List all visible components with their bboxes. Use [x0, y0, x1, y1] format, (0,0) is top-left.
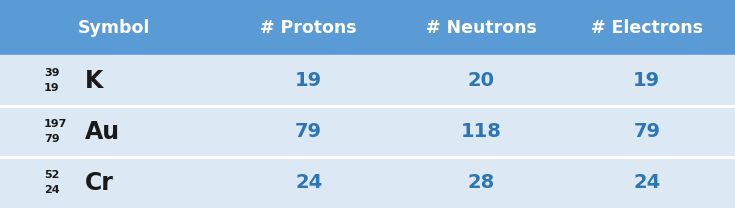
Text: # Protons: # Protons	[260, 19, 357, 37]
Text: Au: Au	[85, 120, 120, 144]
Text: 24: 24	[44, 185, 60, 195]
Text: 79: 79	[295, 122, 322, 141]
Text: 24: 24	[633, 173, 661, 192]
Text: # Electrons: # Electrons	[591, 19, 703, 37]
Bar	[0, 106, 735, 157]
Bar	[0, 157, 735, 208]
Bar	[0, 0, 735, 55]
Text: 24: 24	[295, 173, 323, 192]
Text: # Neutrons: # Neutrons	[426, 19, 537, 37]
Text: 19: 19	[44, 83, 60, 93]
Text: 118: 118	[461, 122, 502, 141]
Text: 197: 197	[44, 119, 68, 129]
Text: 19: 19	[295, 71, 322, 90]
Text: 79: 79	[44, 134, 60, 144]
Text: 19: 19	[634, 71, 660, 90]
Text: 79: 79	[634, 122, 660, 141]
Bar	[0, 55, 735, 106]
Text: 20: 20	[468, 71, 495, 90]
Text: K: K	[85, 69, 103, 93]
Text: 39: 39	[44, 68, 60, 78]
Text: 52: 52	[44, 170, 60, 180]
Text: Cr: Cr	[85, 171, 113, 194]
Text: Symbol: Symbol	[78, 19, 150, 37]
Text: 28: 28	[467, 173, 495, 192]
